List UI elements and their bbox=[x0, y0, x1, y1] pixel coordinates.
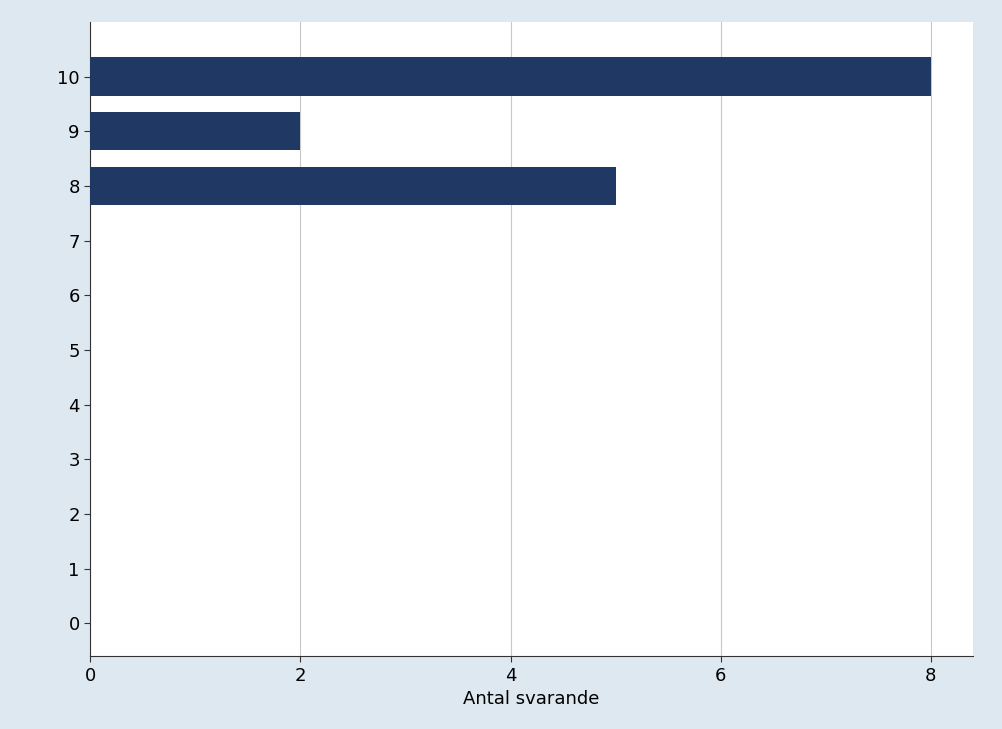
Bar bbox=[90, 167, 615, 205]
Bar bbox=[90, 58, 930, 95]
Bar bbox=[90, 112, 301, 150]
X-axis label: Antal svarande: Antal svarande bbox=[463, 690, 599, 708]
